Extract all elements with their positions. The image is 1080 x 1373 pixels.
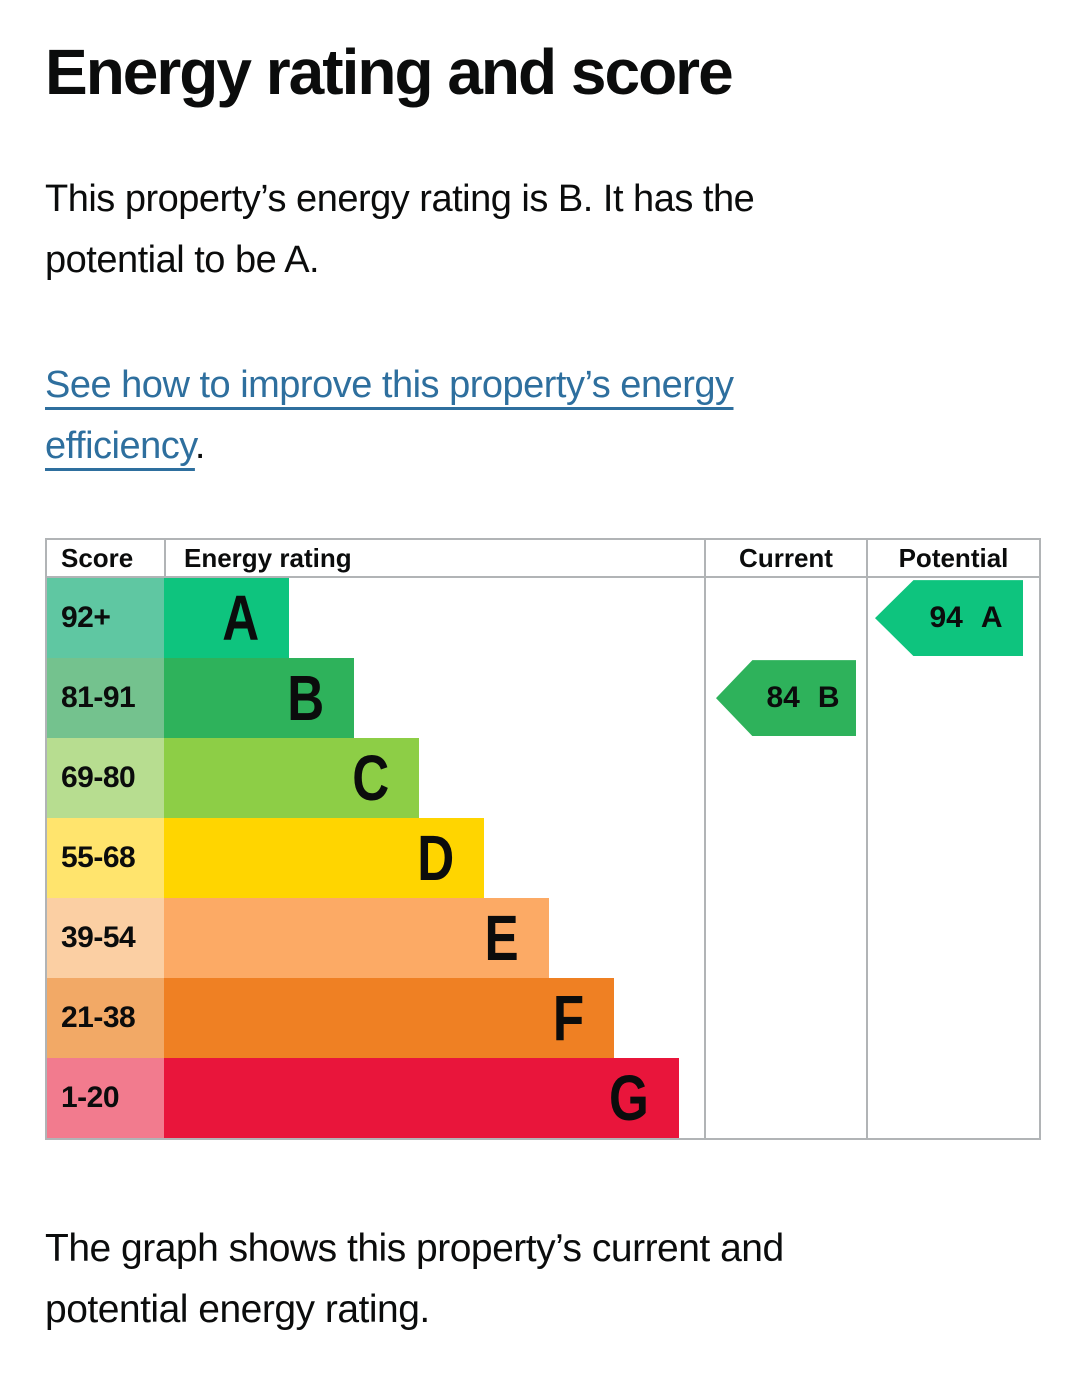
graph-description-line-1: The graph shows this property’s current … <box>45 1227 784 1271</box>
band-row-b: B <box>164 658 704 739</box>
band-row-a: A <box>164 578 704 659</box>
score-range-g: 1-20 <box>47 1058 164 1139</box>
current-rating-arrow: 84 B <box>716 660 856 737</box>
band-row-f: F <box>164 978 704 1059</box>
band-letter-a: A <box>222 582 259 655</box>
band-bar-d: D <box>164 818 484 899</box>
current-column: 84 B <box>704 578 866 1139</box>
intro-line-1: This property’s energy rating is B. It h… <box>45 178 755 221</box>
potential-rating-letter: A <box>980 601 1003 635</box>
epc-rating-table: Score Energy rating Current Potential 92… <box>45 538 1041 1141</box>
band-bar-b: B <box>164 658 354 739</box>
column-header-score: Score <box>47 540 164 579</box>
improve-link-paragraph: See how to improve this property’s energ… <box>45 355 1040 477</box>
potential-rating-arrow: 94 A <box>875 580 1023 657</box>
band-letter-g: G <box>609 1062 649 1135</box>
band-letter-d: D <box>417 822 454 895</box>
score-range-d: 55-68 <box>47 818 164 899</box>
link-period: . <box>194 425 206 468</box>
graph-description-line-2: potential energy rating. <box>45 1288 430 1332</box>
improve-link-line-1: See how to improve this property’s energ… <box>45 364 734 407</box>
column-header-energy-rating: Energy rating <box>164 540 704 579</box>
band-letter-f: F <box>552 982 584 1055</box>
band-row-g: G <box>164 1058 704 1139</box>
page-title: Energy rating and score <box>45 36 734 108</box>
band-bar-e: E <box>164 898 549 979</box>
potential-rating-value: 94 <box>929 601 963 635</box>
band-bar-c: C <box>164 738 419 819</box>
score-range-b: 81-91 <box>47 658 164 739</box>
band-row-e: E <box>164 898 704 979</box>
band-bar-g: G <box>164 1058 679 1139</box>
score-range-a: 92+ <box>47 578 164 659</box>
current-rating-value: 84 <box>766 681 800 715</box>
column-header-current: Current <box>704 540 866 579</box>
score-range-f: 21-38 <box>47 978 164 1059</box>
band-letter-e: E <box>484 902 519 975</box>
intro-line-2: potential to be A. <box>45 239 320 282</box>
band-row-c: C <box>164 738 704 819</box>
band-row-d: D <box>164 818 704 899</box>
band-letter-c: C <box>352 742 389 815</box>
band-bar-a: A <box>164 578 289 659</box>
band-letter-b: B <box>287 662 324 735</box>
score-range-c: 69-80 <box>47 738 164 819</box>
intro-paragraph: This property’s energy rating is B. It h… <box>45 169 1040 291</box>
band-bar-f: F <box>164 978 614 1059</box>
graph-description: The graph shows this property’s current … <box>45 1218 1040 1340</box>
improve-link-line-2: efficiency <box>45 425 195 468</box>
improve-efficiency-link[interactable]: See how to improve this property’s energ… <box>45 355 1040 467</box>
score-range-e: 39-54 <box>47 898 164 979</box>
potential-column: 94 A <box>866 578 1039 1139</box>
column-header-potential: Potential <box>866 540 1039 579</box>
current-rating-letter: B <box>817 681 840 715</box>
